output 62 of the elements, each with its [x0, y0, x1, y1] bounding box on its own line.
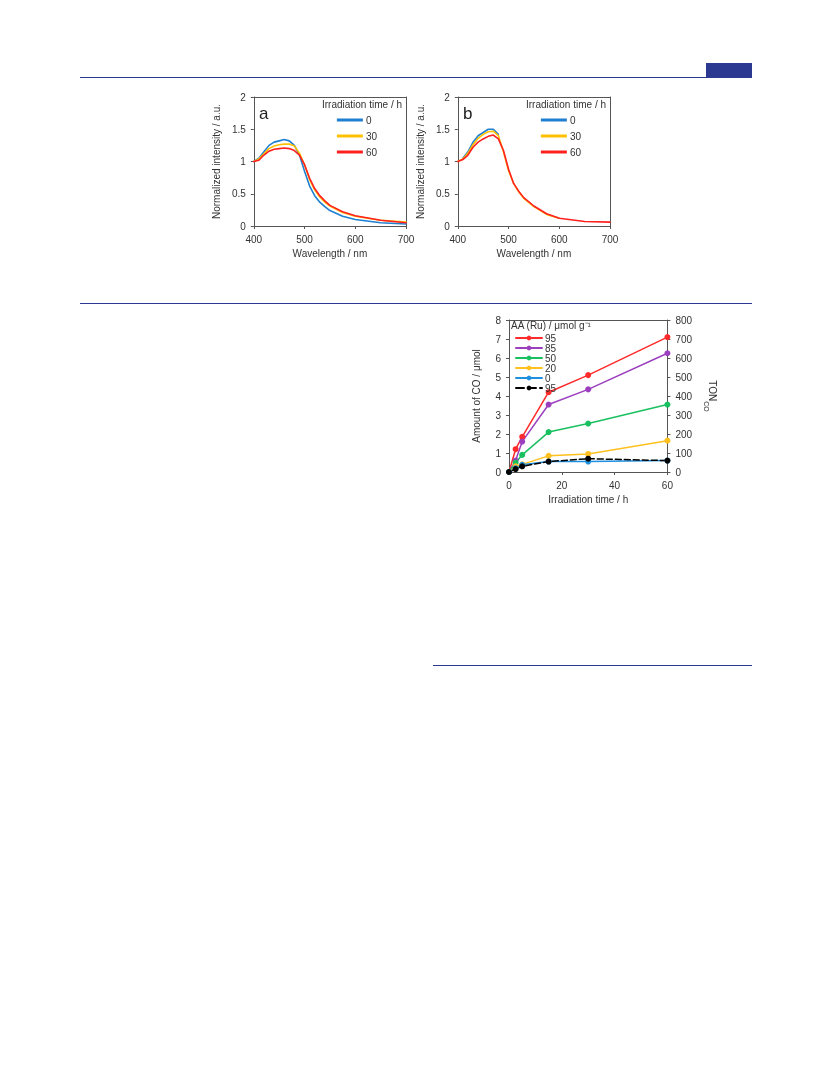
y-tick-label: 0	[495, 466, 502, 478]
legend-label: 0	[569, 114, 576, 126]
x-tick-label: 20	[556, 479, 568, 491]
y2-tick-label: 600	[675, 352, 693, 364]
y2-tick-label: 300	[675, 409, 693, 421]
y-tick-label: 1	[240, 156, 247, 167]
x-axis-title: Wavelength / nm	[292, 248, 368, 260]
legend-label: 0	[545, 372, 551, 384]
y2-tick-label: 500	[675, 371, 693, 383]
y-tick-label: 5	[495, 371, 502, 383]
legend-title: Irradiation time / h	[525, 98, 607, 110]
legend-label: 0	[365, 114, 372, 126]
legend-label: 30	[569, 130, 582, 142]
legend-label: 85	[545, 342, 557, 354]
x-tick-label: 700	[601, 233, 619, 245]
y-axis-title: Normalized intensity / a.u.	[414, 103, 426, 220]
legend-label: 95	[545, 332, 557, 344]
y-tick-label: 2	[240, 91, 247, 103]
y2-tick-label: 400	[675, 390, 693, 402]
x-tick-label: 60	[661, 479, 674, 491]
x-tick-label: 0	[506, 479, 513, 491]
y-tick-label: 1.5	[435, 123, 451, 135]
x-tick-label: 500	[296, 233, 314, 245]
y-axis-title: Normalized intensity / a.u.	[210, 103, 222, 220]
y2-tick-label: 100	[675, 447, 693, 459]
y-tick-label: 6	[495, 352, 502, 364]
legend-title: AA (Ru) / μmol g⁻¹	[511, 319, 592, 331]
x-tick-label: 600	[550, 233, 569, 245]
y-tick-label: 1.5	[231, 123, 247, 135]
y2-tick-label: 200	[675, 428, 693, 440]
legend-label: 30	[365, 130, 378, 142]
y-axis-title: Amount of CO / μmol	[470, 349, 482, 443]
y-tick-label: 0	[240, 220, 247, 232]
x-tick-label: 700	[397, 233, 415, 245]
y-tick-label: 1	[444, 156, 451, 167]
y-tick-label: 7	[495, 333, 502, 345]
x-axis-title: Wavelength / nm	[496, 248, 572, 260]
y-tick-label: 2	[495, 428, 502, 440]
x-tick-label: 600	[346, 233, 365, 245]
x-tick-label: 500	[500, 233, 518, 245]
y-tick-label: 4	[495, 390, 502, 402]
legend-label: 20	[545, 362, 557, 374]
x-tick-label: 40	[609, 479, 621, 491]
y-tick-label: 0	[444, 220, 451, 232]
y-tick-label: 8	[495, 314, 502, 326]
y-tick-label: 1	[495, 447, 502, 459]
y2-tick-label: 0	[675, 466, 682, 478]
legend-title: Irradiation time / h	[321, 98, 403, 110]
legend-label: 60	[569, 146, 582, 158]
legend-label: 50	[545, 352, 557, 364]
annotation: a	[259, 104, 269, 123]
y-tick-label: 3	[495, 409, 502, 421]
y-tick-label: 0.5	[435, 188, 451, 200]
y-tick-label: 0.5	[231, 188, 247, 200]
y2-tick-label: 700	[675, 333, 693, 345]
y2-tick-label: 800	[675, 314, 693, 326]
y-tick-label: 2	[444, 91, 451, 103]
annotation: b	[463, 104, 473, 123]
x-axis-title: Irradiation time / h	[548, 494, 629, 506]
x-tick-label: 400	[245, 233, 263, 245]
x-tick-label: 400	[449, 233, 467, 245]
legend-label: 60	[365, 146, 378, 158]
